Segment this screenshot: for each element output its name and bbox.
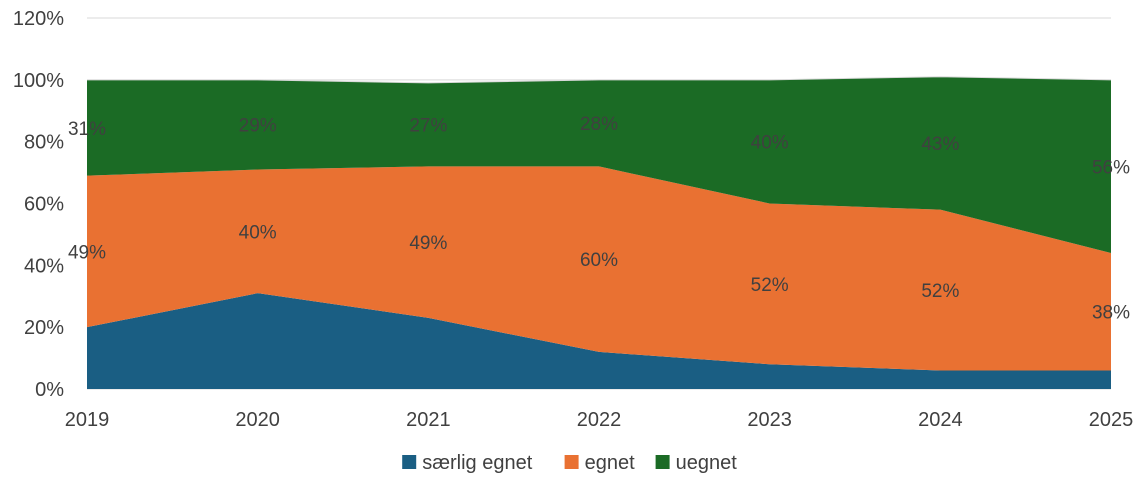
x-tick-label: 2019: [65, 409, 110, 431]
legend-item: uegnet: [655, 452, 738, 474]
legend-swatch: [655, 455, 670, 469]
y-tick-label: 100%: [13, 70, 64, 92]
y-tick-label: 20%: [24, 317, 64, 339]
y-tick-label: 60%: [24, 194, 64, 216]
data-label: 28%: [580, 114, 618, 135]
data-label: 38%: [1092, 303, 1130, 324]
y-tick-label: 80%: [24, 132, 64, 154]
y-axis-ticks: 0% 20% 40% 60% 80% 100% 120%: [13, 8, 64, 401]
data-label: 60%: [580, 250, 618, 271]
legend-label: uegnet: [676, 452, 738, 474]
data-label: 27%: [409, 116, 447, 137]
y-tick-label: 120%: [13, 8, 64, 30]
legend-item: egnet: [564, 452, 635, 474]
legend-swatch: [564, 455, 579, 469]
data-labels: 49% 40% 49% 60% 52% 52% 38% 31% 29% 27% 28% 40% 43% 5…: [68, 114, 1130, 324]
data-label: 40%: [239, 222, 277, 243]
data-label: 52%: [751, 275, 789, 296]
x-tick-label: 2021: [406, 409, 451, 431]
legend-item: særlig egnet: [402, 452, 533, 474]
area-egnet: [87, 166, 1111, 371]
y-tick-label: 0%: [35, 379, 64, 401]
x-tick-label: 2024: [918, 409, 963, 431]
stack-top-line: [87, 76, 1112, 84]
y-tick-label: 40%: [24, 255, 64, 277]
data-label: 31%: [68, 119, 106, 140]
x-axis-ticks: 2019 2020 2021 2022 2023 2024 2025: [65, 409, 1134, 431]
data-label: 29%: [239, 116, 277, 137]
data-label: 43%: [921, 134, 959, 155]
x-tick-label: 2025: [1089, 409, 1134, 431]
x-tick-label: 2023: [747, 409, 792, 431]
legend-swatch: [402, 455, 417, 469]
data-label: 49%: [68, 242, 106, 263]
data-label: 49%: [409, 233, 447, 254]
data-label: 52%: [921, 281, 959, 302]
area-uegnet: [87, 76, 1111, 253]
area-series: [87, 76, 1112, 389]
area-særlig-egnet: [87, 293, 1111, 389]
x-tick-label: 2022: [577, 409, 622, 431]
data-label: 56%: [1092, 157, 1130, 178]
x-tick-label: 2020: [235, 409, 280, 431]
legend: særlig egnet egnet uegnet: [402, 452, 737, 474]
legend-label: egnet: [585, 452, 635, 474]
data-label: 40%: [751, 133, 789, 154]
legend-label: særlig egnet: [422, 452, 533, 474]
